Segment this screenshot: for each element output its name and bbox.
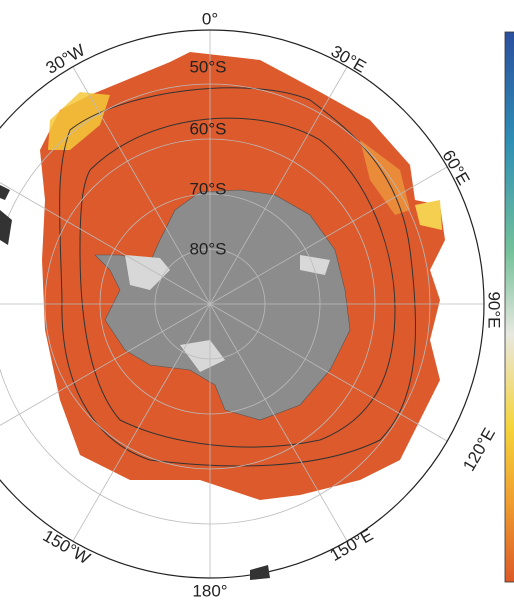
- lon-label: 120°E: [459, 425, 499, 475]
- lon-label: 90°E: [485, 291, 504, 328]
- lon-label: 0°: [202, 9, 218, 28]
- colorbar: [504, 31, 514, 583]
- lon-label: 30°E: [328, 42, 370, 77]
- lon-label: 60°E: [438, 147, 473, 189]
- lat-label: 70°S: [189, 179, 226, 198]
- lat-label: 50°S: [189, 57, 226, 76]
- front-line: [79, 117, 396, 448]
- front-line: [59, 87, 417, 467]
- high-value-patch: [360, 140, 410, 215]
- antarctica: [94, 189, 351, 421]
- high-value-patch: [415, 200, 442, 230]
- lon-label: 180°: [192, 581, 227, 600]
- graticule: [0, 30, 484, 578]
- lat-label: 60°S: [189, 119, 226, 138]
- map-disk: [0, 30, 484, 578]
- high-value-patch: [48, 92, 110, 150]
- lat-label: 80°S: [189, 239, 226, 258]
- lon-label: 150°E: [327, 525, 377, 565]
- map-boundary: [0, 29, 485, 579]
- lon-label: 30°W: [43, 40, 89, 77]
- lon-label: 150°W: [40, 526, 94, 568]
